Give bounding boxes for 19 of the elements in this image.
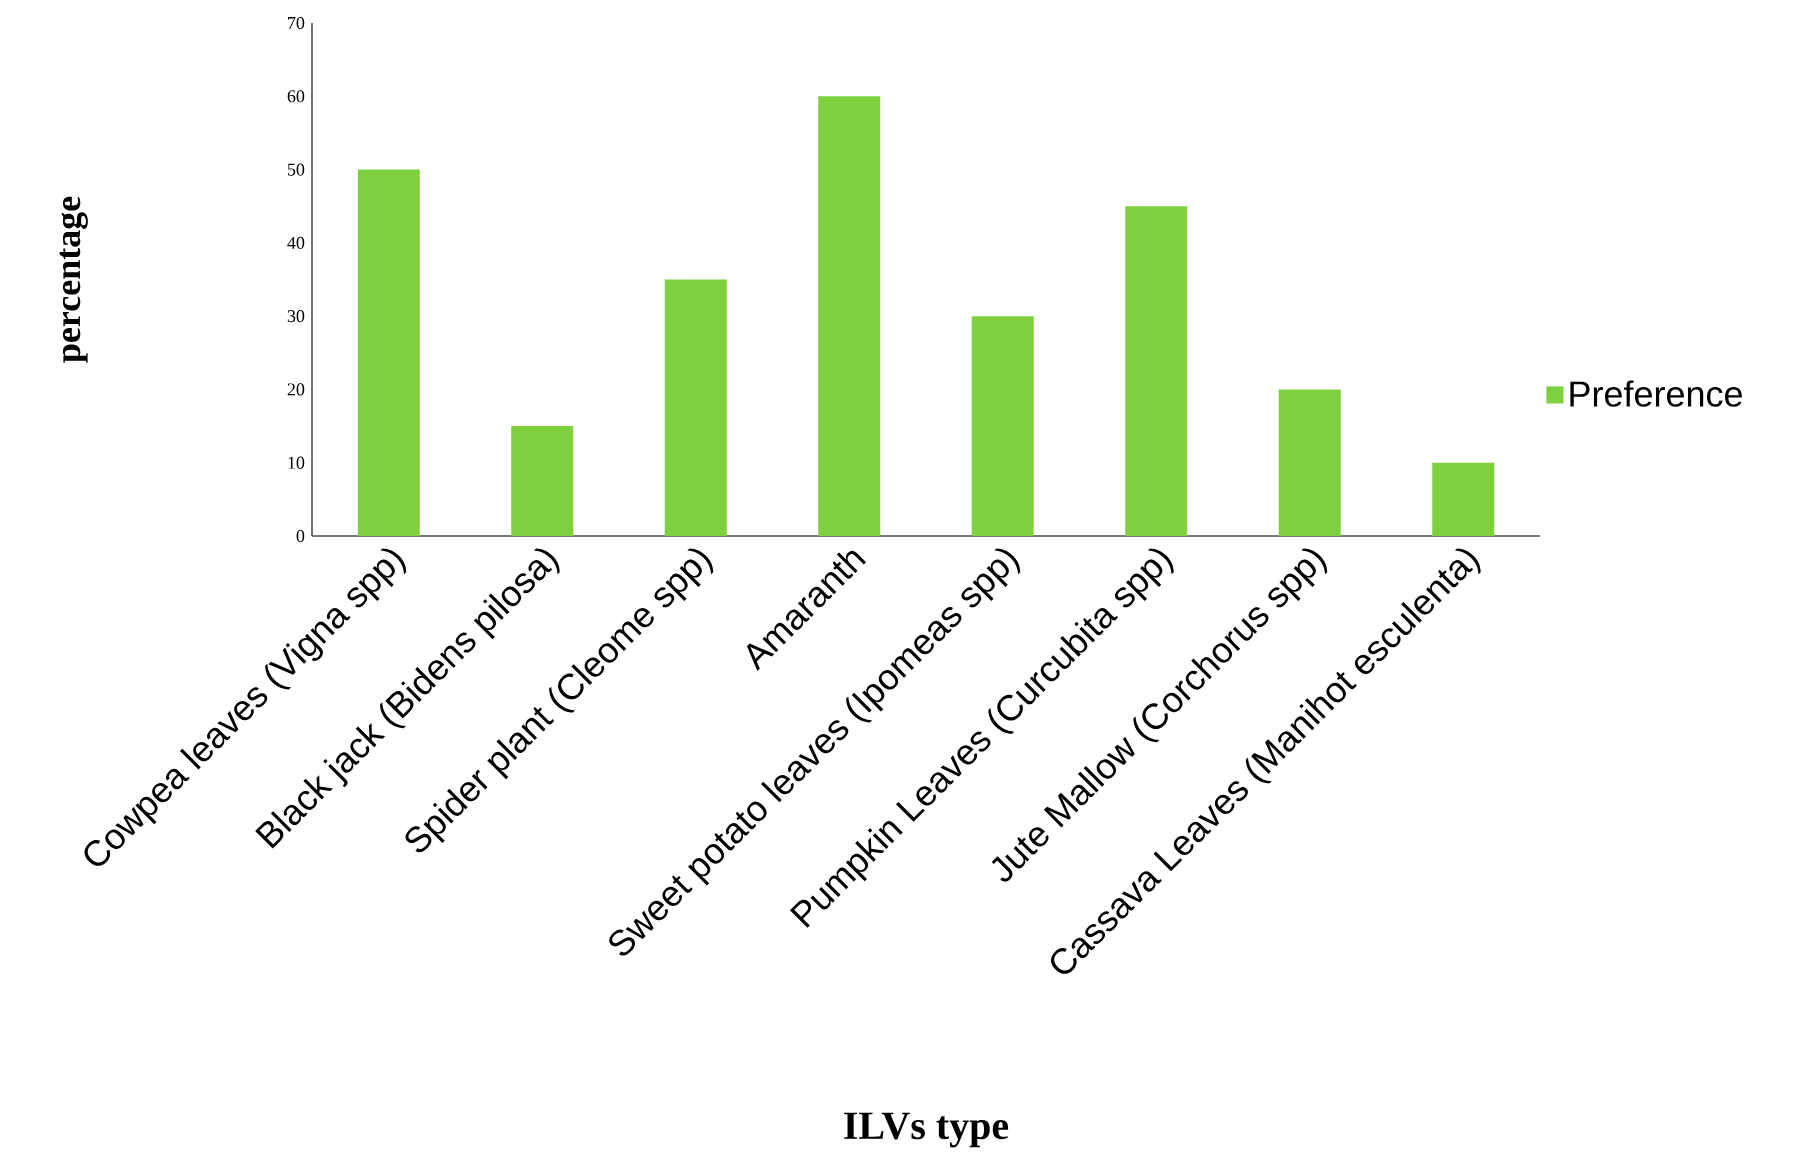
bar [971, 316, 1034, 536]
bar [511, 426, 574, 536]
y-tick-label: 60 [287, 90, 305, 103]
y-tick-label: 40 [287, 236, 305, 249]
y-tick-label: 20 [287, 383, 305, 396]
y-tick-label: 70 [288, 16, 305, 30]
bar [818, 96, 881, 536]
y-tick-label: 30 [287, 310, 305, 323]
y-axis-title: percentage [59, 196, 88, 363]
legend-label: Preference [1570, 380, 1742, 407]
bar [1125, 206, 1188, 536]
bar [357, 169, 420, 536]
y-tick-label: 10 [288, 456, 305, 469]
bar [664, 279, 727, 536]
y-tick-label: 50 [287, 163, 305, 176]
bar [1432, 462, 1495, 536]
bar [1278, 389, 1341, 536]
y-tick-label: 0 [296, 529, 305, 543]
x-axis-title: ILVs type [844, 1112, 1009, 1148]
